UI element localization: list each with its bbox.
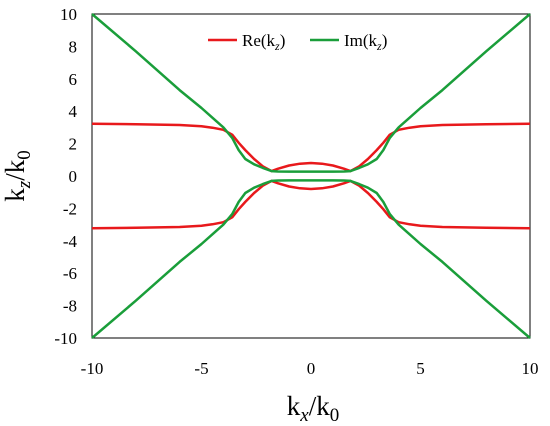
y-tick-label: 10 [60, 5, 77, 24]
y-tick-label: 4 [69, 102, 78, 121]
x-tick-label: 0 [307, 359, 316, 378]
y-tick-label: 0 [69, 167, 78, 186]
y-tick-label: 2 [69, 135, 78, 154]
y-tick-label: -6 [63, 264, 77, 283]
x-tick-label: -5 [194, 359, 208, 378]
x-tick-label: -10 [81, 359, 104, 378]
legend-label-re: Re(kz) [242, 31, 285, 53]
series-line-im-branch-2 [91, 179, 531, 339]
series-line-im-branch-1 [91, 13, 531, 173]
legend: Re(kz) Im(kz) [208, 31, 387, 53]
y-axis-title: kz/k0 [0, 150, 35, 201]
ticks-layer: -10 -5 0 5 10 10 8 6 4 2 0 -2 -4 -6 -8 -10 [54, 5, 538, 378]
y-tick-label: 8 [69, 37, 78, 56]
legend-label-im: Im(kz) [344, 31, 387, 53]
x-tick-label: 5 [416, 359, 425, 378]
y-tick-label: -2 [63, 199, 77, 218]
y-tick-label: -10 [54, 329, 77, 348]
x-axis-title: kx/k0 [287, 391, 339, 426]
y-tick-label: 6 [69, 70, 78, 89]
series-line-re-branch-1 [91, 122, 531, 173]
x-tick-label: 10 [522, 359, 539, 378]
plot-area-frame [91, 13, 531, 339]
series-line-re-branch-2 [91, 179, 531, 230]
series-layer [91, 13, 531, 339]
y-tick-label: -4 [63, 232, 78, 251]
y-tick-label: -8 [63, 297, 77, 316]
